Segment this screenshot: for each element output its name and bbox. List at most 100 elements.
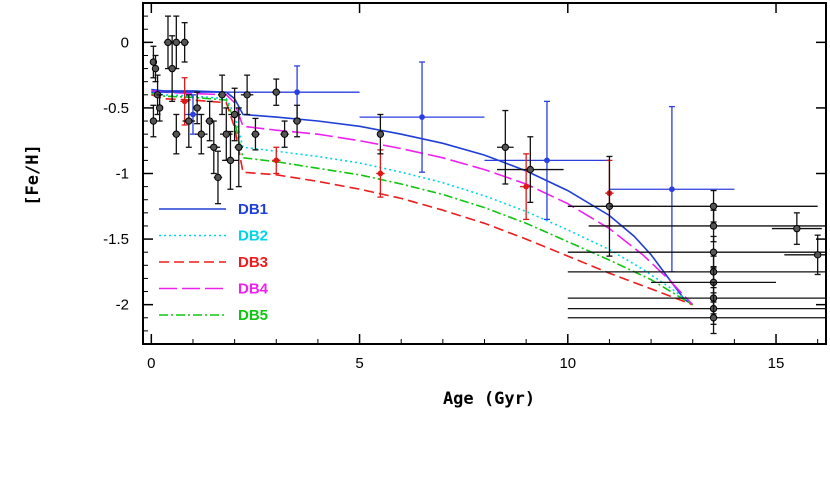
data-point-black — [155, 94, 164, 122]
x-tick-label: 0 — [147, 355, 155, 372]
data-marker — [230, 110, 239, 119]
data-marker — [193, 104, 201, 112]
data-marker — [813, 251, 822, 259]
data-point-blue — [359, 61, 485, 173]
data-marker — [210, 143, 218, 151]
data-marker — [190, 111, 196, 118]
y-tick-label: -2 — [116, 297, 129, 314]
data-marker — [376, 130, 385, 138]
data-point-black — [567, 235, 826, 269]
data-point-black — [240, 74, 254, 116]
data-marker — [214, 173, 222, 182]
data-marker — [185, 117, 193, 125]
y-axis-title: [Fe/H] — [23, 144, 43, 205]
data-marker — [377, 170, 384, 177]
legend-label-db1: DB1 — [238, 201, 268, 218]
legend-label-db4: DB4 — [238, 281, 269, 298]
data-marker — [544, 157, 550, 164]
data-point-black — [771, 212, 822, 245]
data-point-blue — [184, 94, 202, 135]
data-marker — [272, 88, 280, 96]
axis-layer: 0 5 10 15 0 -0.5 -1 -1.5 -2 — [103, 3, 826, 372]
data-point-black — [207, 120, 221, 175]
plot-data-layer — [149, 15, 826, 335]
data-point-black — [172, 15, 181, 70]
data-point-blue — [609, 105, 735, 273]
data-marker — [294, 89, 300, 96]
data-point-black — [217, 74, 227, 116]
data-point-black — [496, 109, 514, 185]
data-marker — [669, 186, 675, 193]
series-line-db5 — [151, 92, 694, 306]
data-marker — [251, 130, 260, 138]
x-tick-label: 10 — [559, 355, 576, 372]
data-marker — [709, 314, 718, 322]
data-marker — [501, 143, 510, 151]
data-point-black — [272, 78, 281, 106]
data-point-black — [149, 104, 158, 138]
y-tick-label: -1.5 — [103, 231, 129, 248]
data-marker — [235, 143, 243, 151]
data-marker — [151, 64, 160, 73]
data-point-black — [222, 130, 239, 190]
data-marker — [226, 156, 235, 165]
data-point-red — [272, 146, 281, 175]
data-point-black — [280, 120, 289, 148]
data-point-black — [292, 104, 302, 138]
data-point-black — [234, 107, 243, 188]
data-point-blue — [151, 65, 360, 120]
data-marker — [709, 248, 718, 256]
data-marker — [280, 130, 289, 138]
data-point-black — [163, 15, 173, 70]
data-marker — [172, 130, 181, 138]
data-point-black — [251, 117, 260, 151]
data-point-black — [205, 100, 214, 142]
data-marker — [243, 91, 251, 99]
data-marker — [293, 117, 301, 125]
data-point-black — [784, 234, 826, 276]
data-point-black — [213, 150, 223, 205]
data-marker — [218, 91, 226, 99]
data-marker — [222, 130, 230, 138]
data-marker — [181, 98, 188, 105]
data-marker — [793, 224, 801, 233]
series-line-db3 — [151, 94, 693, 306]
y-tick-label: 0 — [121, 34, 129, 51]
data-marker — [155, 104, 164, 112]
data-marker — [168, 64, 176, 73]
y-tick-label: -0.5 — [103, 100, 129, 117]
legend-label-db2: DB2 — [238, 228, 268, 245]
data-marker — [523, 183, 530, 190]
data-marker — [526, 165, 535, 174]
data-point-black — [182, 94, 196, 148]
data-point-black — [180, 22, 189, 63]
x-tick-label: 15 — [768, 355, 785, 372]
data-marker — [180, 38, 189, 47]
data-marker — [709, 202, 718, 210]
data-marker — [197, 130, 206, 138]
data-marker — [172, 38, 181, 47]
data-point-black — [192, 91, 202, 125]
data-point-black — [496, 136, 564, 204]
y-tick-label: -1 — [116, 166, 129, 183]
data-marker — [419, 114, 425, 121]
legend-label-db3: DB3 — [238, 254, 268, 271]
x-tick-label: 5 — [355, 355, 363, 372]
legend-label-db5: DB5 — [238, 307, 268, 324]
data-marker — [273, 157, 280, 164]
x-axis-title: Age (Gyr) — [443, 389, 535, 409]
data-point-black — [172, 113, 181, 155]
data-point-red — [376, 149, 385, 198]
data-point-black — [195, 113, 208, 155]
legend: DB1 DB2 DB3 DB4 DB5 — [159, 201, 269, 324]
data-marker — [164, 38, 172, 47]
data-point-black — [588, 209, 826, 243]
data-point-red — [180, 77, 189, 126]
data-marker — [709, 222, 718, 230]
data-marker — [149, 117, 158, 125]
data-point-black — [167, 35, 177, 103]
data-point-blue — [484, 100, 610, 221]
data-point-black — [376, 113, 385, 155]
data-point-black — [567, 301, 826, 335]
